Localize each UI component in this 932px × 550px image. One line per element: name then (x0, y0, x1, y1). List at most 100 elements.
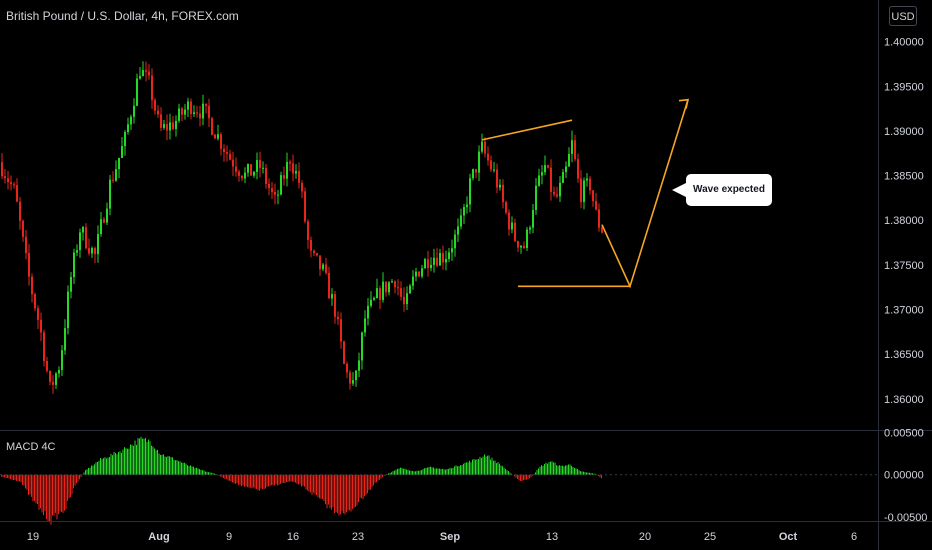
macd-bar (274, 474, 275, 486)
currency-button[interactable]: USD (889, 6, 917, 26)
candle-body (397, 287, 399, 289)
macd-bar (172, 457, 173, 475)
macd-bar (107, 457, 109, 475)
candle-body (463, 207, 465, 216)
macd-bar (173, 460, 175, 475)
candle-body (76, 250, 78, 253)
candle-body (370, 299, 372, 306)
macd-bar (122, 449, 124, 475)
candle-body (559, 182, 561, 197)
macd-bar (256, 474, 257, 489)
candle-body (34, 294, 36, 309)
macd-bar (589, 472, 590, 475)
wave-expected-callout[interactable]: Wave expected (672, 174, 772, 206)
macd-bar (500, 465, 502, 475)
price-tick-label: 1.39500 (884, 81, 924, 93)
macd-bar (553, 462, 554, 475)
chart-title: British Pound / U.S. Dollar, 4h, FOREX.c… (6, 9, 239, 23)
macd-bar (191, 466, 193, 475)
macd-bar (352, 474, 353, 509)
candle-body (265, 167, 267, 184)
candle-body (148, 71, 150, 76)
candle-body (55, 373, 57, 385)
macd-bar (521, 474, 523, 482)
candle-body (382, 281, 384, 300)
macd-histogram (1, 436, 602, 525)
macd-bar (182, 462, 184, 475)
macd-bar (115, 453, 116, 475)
candle-body (82, 227, 84, 233)
candle-body (427, 259, 429, 269)
macd-bar (584, 472, 586, 475)
macd-bar (190, 465, 191, 475)
macd-bar (532, 474, 533, 476)
candle-body (565, 166, 567, 173)
projection-path[interactable] (601, 99, 689, 289)
candle-body (235, 166, 237, 172)
macd-bar (125, 448, 127, 475)
macd-bar (581, 471, 583, 475)
macd-bar (548, 462, 550, 475)
candle-body (133, 105, 135, 117)
macd-bar (95, 462, 97, 475)
macd-bar (187, 465, 188, 475)
candle-body (376, 288, 378, 299)
macd-bar (208, 472, 209, 475)
macd-bar (395, 469, 397, 475)
macd-bar (560, 465, 562, 475)
candle-body (127, 124, 129, 132)
macd-bar (77, 474, 79, 482)
macd-bar (193, 466, 194, 475)
macd-bar (451, 468, 452, 475)
upper-trendline[interactable] (481, 119, 573, 141)
macd-bar (289, 474, 290, 482)
macd-bar (197, 468, 199, 475)
candle-body (223, 148, 225, 153)
candle-body (301, 182, 303, 192)
macd-bar (566, 465, 568, 475)
macd-bar (482, 456, 484, 475)
macd-bar (361, 474, 362, 499)
macd-bar (577, 468, 578, 475)
macd-bar (337, 474, 338, 514)
candle-body (304, 191, 306, 222)
candle-body (91, 247, 93, 254)
macd-bar (88, 468, 89, 475)
macd-bar (160, 454, 161, 475)
macd-bar (367, 474, 368, 494)
candle-body (67, 291, 69, 329)
macd-bar (592, 473, 593, 475)
price-tick-label: 1.37500 (884, 260, 924, 272)
macd-bar (473, 459, 475, 475)
macd-bar (292, 474, 293, 482)
macd-bar (356, 474, 358, 506)
macd-bar (73, 474, 74, 489)
macd-bar (308, 474, 310, 492)
drawing-annotations[interactable] (481, 98, 690, 289)
macd-bar (46, 474, 47, 520)
macd-bar (269, 474, 271, 487)
macd-bar (13, 474, 14, 481)
macd-indicator-label[interactable]: MACD 4C (6, 441, 56, 453)
candle-body (385, 281, 387, 293)
time-tick-label: 13 (546, 531, 558, 543)
candle-body (280, 175, 282, 195)
candle-body (448, 252, 450, 260)
macd-bar (101, 459, 103, 475)
candle-body (310, 239, 312, 251)
macd-bar (283, 474, 284, 483)
macd-bar (512, 474, 514, 476)
macd-bar (478, 459, 479, 475)
macd-bar (2, 474, 4, 478)
macd-bar (442, 469, 443, 475)
macd-bar (142, 438, 143, 475)
macd-bar (106, 458, 107, 475)
macd-bar (542, 465, 544, 475)
candle-body (85, 227, 87, 249)
macd-bar (212, 473, 214, 475)
macd-bar (293, 474, 295, 482)
macd-bar (343, 474, 344, 514)
candle-body (16, 185, 18, 202)
